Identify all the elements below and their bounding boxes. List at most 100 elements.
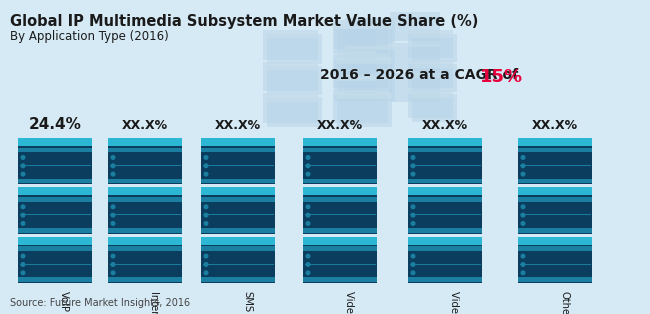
Bar [201,138,275,146]
Circle shape [111,172,115,176]
Circle shape [411,164,415,168]
Circle shape [204,172,208,176]
Bar [108,197,182,202]
Bar [303,283,377,286]
Text: Internet and Web Service: Internet and Web Service [149,291,159,314]
Circle shape [204,205,208,208]
Bar [408,90,452,118]
Bar [333,90,387,123]
Circle shape [411,222,415,225]
Circle shape [306,213,310,217]
Bar [266,66,322,95]
Bar [201,237,275,283]
Bar [108,277,182,282]
Bar [18,237,92,283]
Text: SMS: SMS [242,291,252,312]
Circle shape [111,254,115,258]
Circle shape [204,271,208,275]
Bar [518,246,592,251]
Bar [408,246,482,251]
Bar [263,30,317,60]
Circle shape [111,156,115,159]
Circle shape [411,254,415,258]
Circle shape [306,205,310,208]
Bar [334,51,376,55]
Circle shape [521,205,525,208]
Bar [334,51,376,75]
Circle shape [521,213,525,217]
Circle shape [111,263,115,266]
Bar [408,187,482,234]
Bar [411,64,456,92]
Bar [411,94,456,122]
Bar [18,277,92,282]
Bar [518,184,592,187]
Bar [303,237,377,245]
Text: XX.X%: XX.X% [215,119,261,132]
Text: By Application Type (2016): By Application Type (2016) [10,30,169,43]
Bar [303,138,377,184]
Circle shape [111,205,115,208]
Bar [408,228,482,233]
Bar [408,277,482,282]
Bar [266,97,322,127]
Bar [18,187,92,195]
Circle shape [306,254,310,258]
Text: XX.X%: XX.X% [317,119,363,132]
Bar [18,234,92,237]
Bar [263,93,317,98]
Bar [108,187,182,234]
Circle shape [21,164,25,168]
Bar [201,237,275,245]
Circle shape [521,254,525,258]
Text: Video Conferencing: Video Conferencing [344,291,354,314]
Text: XX.X%: XX.X% [122,119,168,132]
Circle shape [521,156,525,159]
Bar [303,234,377,237]
Bar [408,60,452,64]
Text: 24.4%: 24.4% [29,117,81,132]
Bar [518,237,592,283]
Bar [518,148,592,152]
Bar [263,62,317,91]
Circle shape [21,213,25,217]
Circle shape [204,254,208,258]
Bar [303,228,377,233]
Bar [201,228,275,233]
Bar [408,283,482,286]
Bar [390,73,440,102]
Bar [518,277,592,282]
Bar [334,25,376,49]
Bar [345,46,395,50]
Bar [390,12,440,16]
Circle shape [111,271,115,275]
Text: 2016 – 2026 at a CAGR of: 2016 – 2026 at a CAGR of [320,68,523,82]
Bar [201,283,275,286]
Circle shape [21,156,25,159]
Bar [518,138,592,184]
Bar [201,179,275,183]
Bar [411,64,456,68]
Circle shape [204,213,208,217]
Bar [390,12,440,41]
Bar [390,43,440,71]
Bar [263,93,317,123]
Circle shape [306,222,310,225]
Circle shape [306,156,310,159]
Bar [303,138,377,146]
Circle shape [21,172,25,176]
Bar [18,237,92,245]
Bar [333,55,387,88]
Bar [408,30,452,34]
Bar [518,228,592,233]
Bar [303,148,377,152]
Bar [108,179,182,183]
Bar [303,187,377,195]
Text: Video on Demand: Video on Demand [449,291,459,314]
Circle shape [21,263,25,266]
Bar [108,148,182,152]
Text: XX.X%: XX.X% [422,119,468,132]
Text: VoIP: VoIP [59,291,69,312]
Text: Others: Others [559,291,569,314]
Circle shape [111,222,115,225]
